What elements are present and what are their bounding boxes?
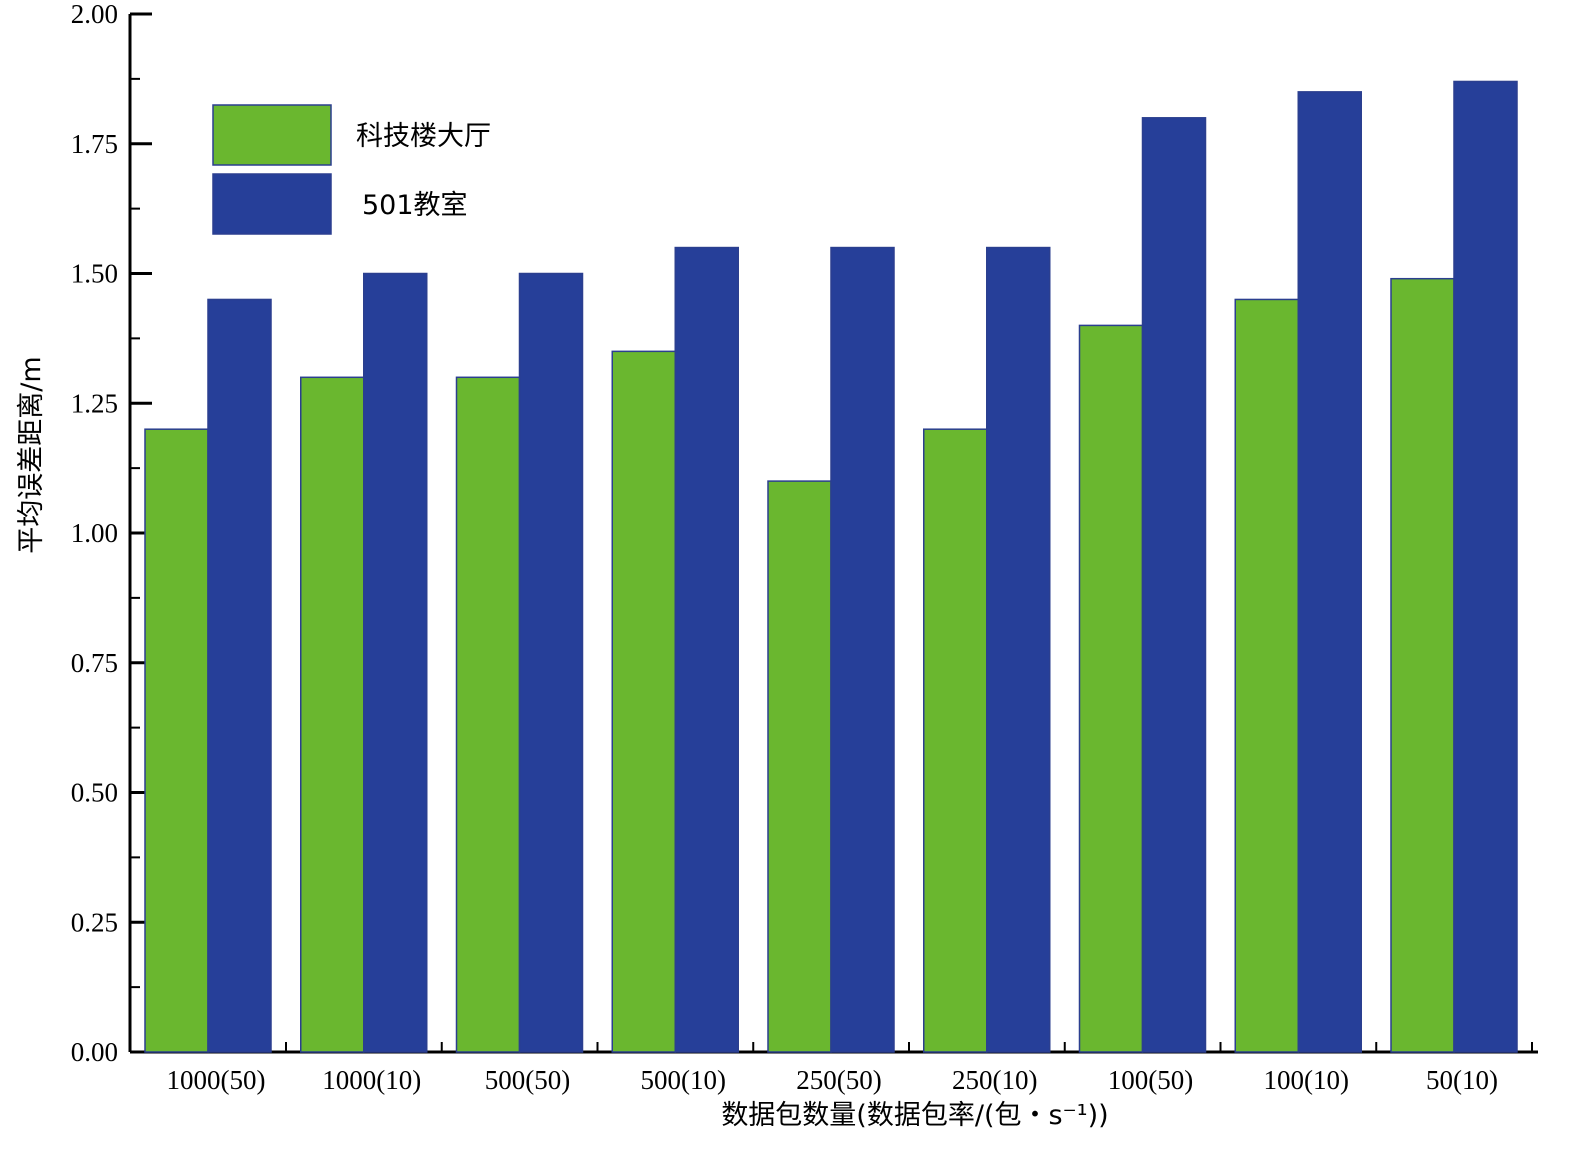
bar-series2 [674,246,739,1053]
y-tick-label: 1.50 [71,259,118,289]
bar-series1 [1390,277,1455,1053]
y-tick-label: 1.25 [71,388,118,418]
x-tick-label: 1000(10) [322,1065,421,1095]
x-axis-title: 数据包数量(数据包率/(包・s⁻¹)) [721,1100,1108,1131]
legend-swatch [212,173,332,235]
bar-series2 [518,272,584,1053]
x-tick-label: 250(10) [952,1065,1037,1095]
bar-series1 [300,376,365,1053]
bar-series2 [363,272,428,1053]
x-tick-label: 500(50) [485,1065,570,1095]
bar-series2 [1141,117,1207,1053]
x-tick-label: 100(10) [1264,1065,1349,1095]
bar-series1 [455,376,521,1053]
legend-label: 科技楼大厅 [356,121,491,152]
x-tick-label: 500(10) [641,1065,726,1095]
y-axis-title: 平均误差距离/m [16,356,47,553]
bars [144,80,1518,1053]
y-tick-label: 0.75 [71,648,118,678]
y-tick-label: 0.00 [71,1037,118,1067]
legend-swatch [212,104,332,166]
bar-series1 [144,428,209,1053]
x-tick-label: 100(50) [1108,1065,1193,1095]
bar-series2 [986,246,1051,1053]
legend-label: 501教室 [362,190,468,221]
y-tick-label: 2.00 [71,0,118,29]
bar-series2 [830,246,895,1053]
y-axis: 0.00 0.25 0.50 0.75 1.00 1.25 1.50 1.75 2.00 [71,0,152,1067]
bar-series2 [1453,80,1518,1053]
y-tick-label: 0.25 [71,907,118,937]
bar-series2 [207,298,272,1053]
legend: 科技楼大厅 501教室 [212,104,491,235]
x-tick-labels: 1000(50) 1000(10) 500(50) 500(10) 250(50) 250… [167,1065,1498,1095]
x-tick-label: 50(10) [1426,1065,1498,1095]
bar-series1 [611,350,676,1053]
y-tick-label: 1.00 [71,518,118,548]
x-tick-label: 250(50) [796,1065,881,1095]
y-tick-label: 1.75 [71,129,118,159]
bar-series2 [1297,91,1362,1053]
y-tick-label: 0.50 [71,778,118,808]
bar-series1 [923,428,988,1053]
bar-series1 [767,480,832,1053]
x-tick-label: 1000(50) [167,1065,266,1095]
bar-series1 [1234,298,1299,1053]
bar-series1 [1078,324,1144,1053]
